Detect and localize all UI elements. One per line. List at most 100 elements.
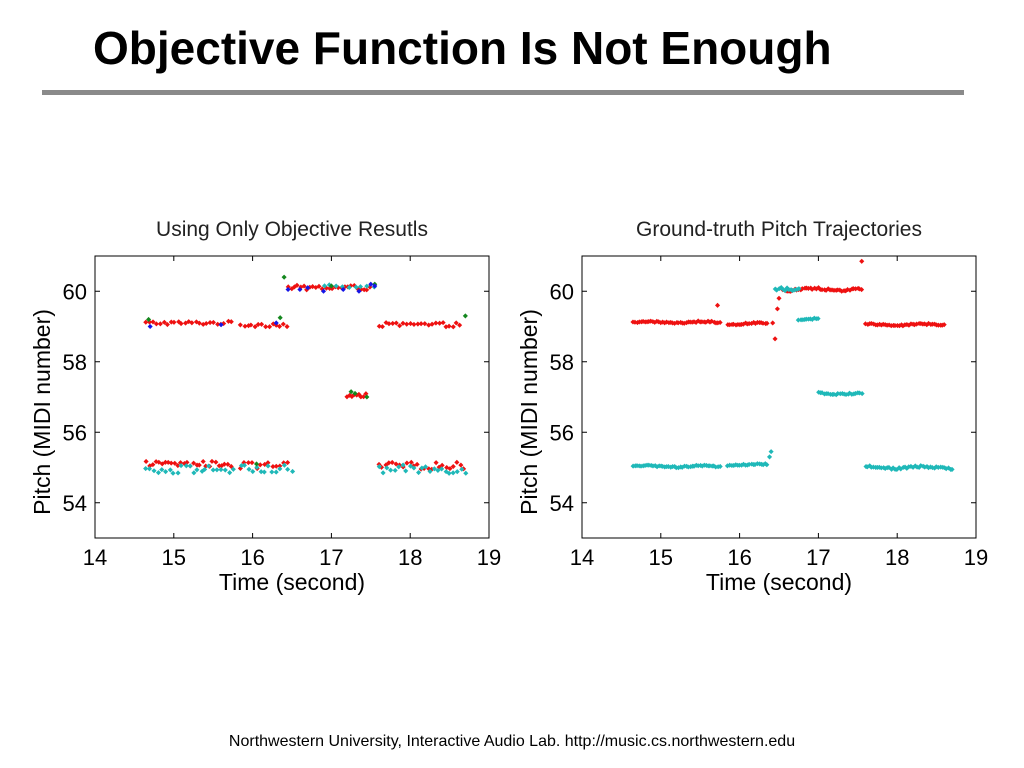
cyan-point [407, 463, 414, 469]
cyan-point [949, 466, 955, 472]
title-divider [42, 90, 964, 95]
red-point [433, 320, 439, 326]
y-tick-label: 54 [63, 491, 87, 516]
red-point [210, 319, 216, 325]
cyan-point [446, 470, 452, 476]
cyan-point [175, 470, 181, 476]
cyan-point [422, 464, 429, 470]
cyan-point [439, 466, 445, 472]
green-point [277, 315, 283, 321]
red-point [189, 320, 195, 326]
green-point [328, 283, 334, 289]
red-point [450, 463, 456, 470]
red-point [774, 306, 780, 312]
red-point [358, 394, 364, 400]
red-point [859, 287, 865, 293]
red-point [175, 462, 181, 469]
red-point [457, 322, 463, 328]
blue-point [285, 286, 291, 293]
cyan-point [191, 470, 197, 476]
red-point [184, 459, 190, 465]
green-point [281, 274, 287, 280]
x-tick-label: 15 [162, 545, 186, 570]
cyan-point [265, 463, 271, 469]
cyan-point [450, 470, 456, 476]
cyan-point [380, 470, 386, 476]
cyan-point [155, 470, 162, 476]
red-point [153, 321, 159, 327]
cyan-point [250, 468, 256, 475]
x-tick-label: 17 [806, 545, 830, 570]
red-point [364, 287, 370, 293]
y-tick-label: 54 [550, 491, 574, 516]
cyan-point [178, 463, 184, 469]
blue-point [147, 323, 153, 330]
cyan-point [403, 468, 409, 474]
cyan-point [146, 466, 152, 472]
red-point [422, 321, 428, 327]
cyan-point [227, 470, 233, 476]
cyan-point [281, 462, 287, 468]
red-point [418, 321, 424, 327]
cyan-point [206, 463, 212, 469]
red-point [257, 462, 263, 468]
cyan-point [254, 464, 260, 470]
cyan-point [285, 466, 291, 472]
cyan-point [346, 284, 352, 291]
cyan-point [290, 468, 296, 475]
cyan-point [230, 466, 236, 472]
red-point [294, 282, 300, 288]
red-point [162, 459, 169, 465]
cyan-point [416, 470, 422, 476]
red-point [242, 323, 248, 329]
blue-point [273, 320, 279, 326]
cyan-point [431, 466, 437, 472]
red-point [415, 321, 421, 327]
red-point [440, 320, 446, 326]
red-point [263, 324, 269, 330]
red-point [284, 324, 290, 330]
red-point [259, 321, 265, 327]
cyan-point [238, 463, 245, 469]
red-point [225, 461, 231, 467]
x-axis-label: Time (second) [706, 569, 852, 595]
scatter-points [143, 274, 469, 476]
red-point [172, 460, 178, 466]
red-point [196, 462, 202, 468]
red-point [400, 320, 406, 326]
cyan-point [764, 462, 770, 468]
green-point [462, 313, 468, 319]
green-point [364, 394, 370, 400]
red-point [285, 459, 291, 466]
red-point [776, 295, 782, 301]
red-point [143, 458, 149, 465]
red-point [221, 461, 227, 467]
red-point [458, 462, 464, 468]
red-point [450, 324, 456, 330]
red-point [203, 320, 209, 327]
blue-point [368, 281, 374, 287]
red-point [207, 319, 213, 326]
red-point [191, 460, 197, 466]
blue-point [305, 285, 311, 291]
blue-point [320, 288, 327, 294]
red-point [433, 460, 439, 466]
x-tick-label: 19 [477, 545, 501, 570]
red-point [209, 458, 215, 464]
cyan-point [388, 467, 394, 473]
cyan-point [194, 467, 200, 473]
cyan-point [273, 469, 279, 475]
red-point [143, 319, 149, 325]
chart-title: Using Only Objective Resutls [156, 218, 428, 241]
red-point [316, 283, 322, 289]
red-point [200, 458, 206, 465]
cyan-point [463, 470, 469, 476]
x-tick-label: 15 [649, 545, 673, 570]
red-point [265, 460, 271, 466]
cyan-point [322, 283, 328, 289]
cyan-point [376, 464, 382, 470]
red-point [404, 460, 410, 466]
cyan-point [187, 463, 193, 469]
blue-point [297, 286, 303, 293]
